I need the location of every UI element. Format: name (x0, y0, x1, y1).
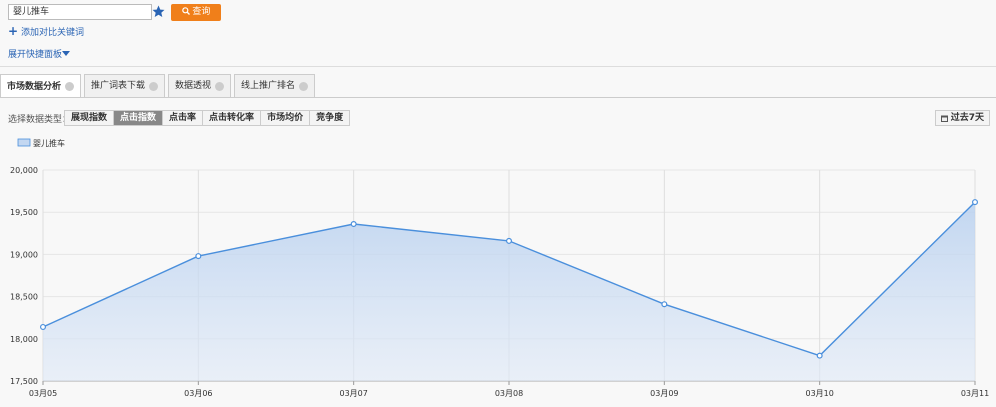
y-tick-label: 19,500 (10, 208, 38, 217)
add-compare-link[interactable]: + 添加对比关键词 (8, 24, 84, 38)
help-icon (215, 81, 225, 91)
separator (0, 66, 996, 67)
legend-label: 婴儿推车 (33, 138, 65, 148)
help-icon (299, 81, 309, 91)
tab-bar: 市场数据分析 推广词表下载 数据透视 线上推广排名 (0, 74, 318, 98)
range-text: 过去7天 (950, 113, 984, 123)
point (39, 323, 46, 330)
point (195, 253, 202, 260)
help-icon (65, 82, 75, 91)
x-tick-label: 03月07 (339, 389, 367, 398)
type-button[interactable]: 竞争度 (316, 113, 344, 123)
calendar-icon (940, 115, 948, 122)
type-button[interactable]: 点击率 (163, 111, 204, 125)
type-button[interactable]: 市场均价 (261, 111, 311, 125)
x-tick-label: 03月11 (961, 389, 989, 398)
search-button[interactable]: 查询 (171, 4, 221, 21)
tab[interactable]: 推广词表下载 (84, 74, 166, 97)
x-tick-label: 03月08 (495, 389, 523, 398)
y-tick-label: 18,500 (10, 293, 38, 302)
search-input[interactable]: 婴儿推车 (8, 4, 152, 20)
point (816, 352, 823, 359)
help-icon (149, 81, 159, 91)
expand-panel-link[interactable]: 展开快捷面板 (8, 47, 71, 60)
x-tick-label: 03月09 (650, 389, 678, 398)
area (43, 202, 975, 381)
expand-panel-text: 展开快捷面板 (8, 50, 63, 60)
type-button[interactable]: 点击指数 (114, 111, 164, 125)
type-button[interactable]: 展现指数 (65, 111, 115, 125)
expand-arrow (62, 51, 71, 56)
add-compare-text: 添加对比关键词 (20, 28, 84, 38)
legend-swatch (17, 138, 31, 147)
tab-label: 市场数据分析 (7, 81, 62, 92)
tab[interactable]: 线上推广排名 (234, 74, 316, 97)
type-selector: 展现指数 点击指数 点击率 点击转化率 市场均价 竞争度 (64, 110, 351, 126)
search-button-text: 查询 (192, 7, 211, 17)
type-button[interactable]: 点击转化率 (203, 111, 262, 125)
y-tick-label: 19,000 (10, 250, 38, 259)
x-tick-label: 03月06 (184, 389, 212, 398)
point (350, 221, 357, 228)
tab-label: 推广词表下载 (91, 81, 146, 91)
tab-line (0, 97, 996, 98)
point (971, 199, 978, 206)
x-tick-label: 03月05 (29, 389, 57, 398)
point (506, 237, 513, 244)
favorite-star[interactable] (152, 5, 165, 18)
range-button[interactable]: 过去7天 (934, 110, 990, 126)
tab-label: 线上推广排名 (241, 81, 296, 91)
search-icon (181, 7, 190, 15)
tab-label: 数据透视 (175, 81, 212, 91)
tab[interactable]: 市场数据分析 (0, 74, 82, 98)
tab[interactable]: 数据透视 (168, 74, 232, 97)
x-tick-label: 03月10 (805, 389, 833, 398)
y-tick-label: 17,500 (10, 377, 38, 386)
point (661, 301, 668, 308)
type-label: 选择数据类型： (8, 115, 72, 125)
y-tick-label: 18,000 (10, 335, 38, 344)
y-tick-label: 20,000 (10, 166, 38, 175)
